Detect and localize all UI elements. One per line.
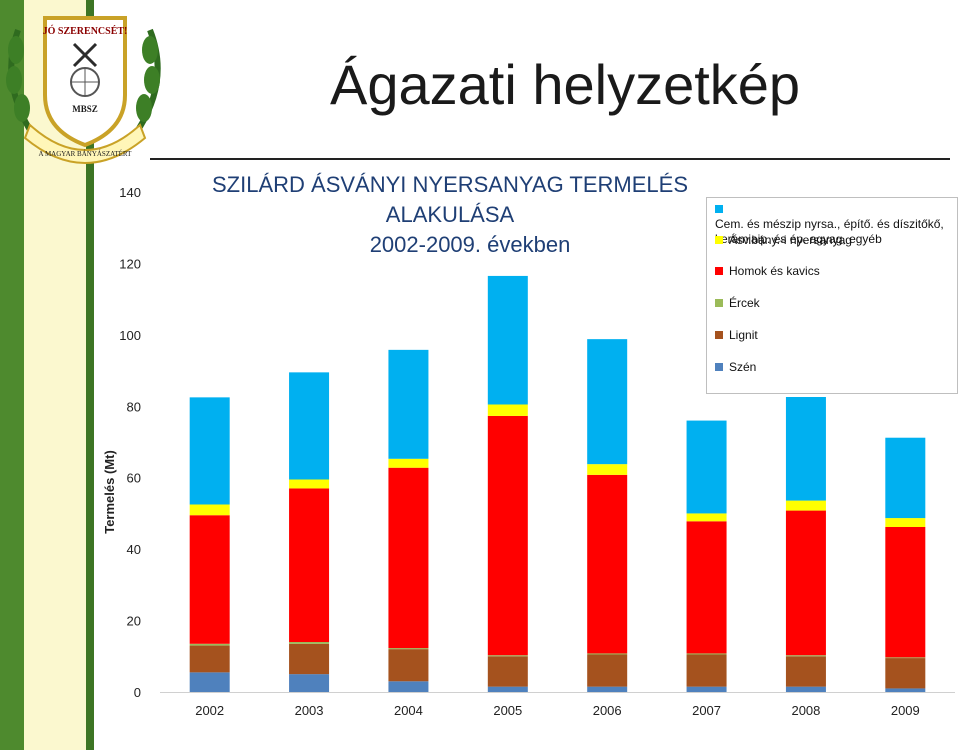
- bar-segment: [189, 397, 230, 505]
- legend-item-homok: Homok és kavics: [715, 264, 955, 279]
- legend-swatch-asv: [715, 235, 723, 244]
- bar-segment: [388, 467, 429, 649]
- legend-label-homok: Homok és kavics: [729, 264, 820, 278]
- legend-swatch-ercek: [715, 298, 723, 307]
- bar-segment: [587, 686, 628, 692]
- y-tick-label: 100: [119, 328, 141, 343]
- bar-segment: [587, 654, 628, 687]
- bar-segment: [487, 686, 528, 692]
- bar-segment: [587, 653, 628, 655]
- bar-segment: [686, 686, 727, 692]
- y-axis-title: Termelés (Mt): [102, 450, 117, 534]
- bar-segment: [289, 642, 330, 644]
- logo-text-motto: JÓ SZERENCSÉT!: [43, 25, 128, 37]
- legend-swatch-homok: [715, 266, 723, 275]
- logo-text-abbr: MBSZ: [72, 104, 98, 114]
- bar-segment: [289, 479, 330, 489]
- bar-segment: [388, 681, 429, 692]
- bar-segment: [785, 397, 826, 501]
- bar-segment: [686, 653, 727, 655]
- bar-segment: [785, 686, 826, 692]
- legend-swatch-cement: [715, 204, 723, 213]
- y-tick-label: 80: [127, 399, 141, 414]
- chart-title: SZILÁRD ÁSVÁNYI NYERSANYAG TERMELÉS ALAK…: [212, 172, 688, 227]
- chart-subtitle: 2002-2009. években: [369, 232, 571, 257]
- legend-swatch-lignit: [715, 330, 723, 339]
- legend-label-cement: Cem. és mészip nyrsa., építő. és díszitő…: [715, 217, 944, 246]
- y-tick-label: 60: [127, 471, 141, 486]
- bar-segment: [686, 513, 727, 522]
- y-tick-label: 40: [127, 542, 141, 557]
- bar-segment: [487, 655, 528, 657]
- bar-segment: [587, 464, 628, 475]
- legend-label-szen: Szén: [729, 360, 757, 374]
- legend-label-lignit: Lignit: [729, 328, 758, 342]
- hammer-pick-icon: [72, 42, 98, 68]
- bar-segment: [885, 527, 926, 658]
- bar-segment: [885, 437, 926, 519]
- bar-segment: [487, 656, 528, 687]
- legend-label-ercek: Ércek: [729, 296, 760, 310]
- legend-item-lignit: Lignit: [715, 328, 955, 343]
- y-tick-label: 20: [127, 614, 141, 629]
- bar-segment: [587, 474, 628, 654]
- y-tick-label: 140: [119, 185, 141, 200]
- bar-segment: [785, 655, 826, 657]
- x-tick-label: 2003: [295, 703, 324, 718]
- bar-segment: [388, 458, 429, 468]
- bar-segment: [885, 657, 926, 659]
- chart-title-block: SZILÁRD ÁSVÁNYI NYERSANYAG TERMELÉS ALAK…: [150, 170, 750, 260]
- bar-segment: [686, 521, 727, 654]
- bar-segment: [885, 688, 926, 692]
- x-tick-label: 2005: [493, 703, 522, 718]
- x-tick-label: 2009: [891, 703, 920, 718]
- bar-segment: [686, 654, 727, 687]
- bar-segment: [487, 404, 528, 416]
- legend-swatch-szen: [715, 362, 723, 371]
- bar-segment: [289, 372, 330, 480]
- legend-item-asv: Ásv.bány.-i nyersanyag: [715, 233, 955, 248]
- slide-title: Ágazati helyzetkép: [330, 53, 801, 116]
- bar-segment: [785, 656, 826, 687]
- bar-segment: [189, 645, 230, 673]
- bar-segment: [388, 649, 429, 682]
- bar-segment: [686, 420, 727, 514]
- bar-segment: [189, 504, 230, 516]
- chart-legend: Cem. és mészip nyrsa., építő. és díszitő…: [706, 197, 958, 394]
- bar-segment: [289, 674, 330, 692]
- bar-segment: [487, 415, 528, 656]
- legend-item-ercek: Ércek: [715, 296, 955, 311]
- bar-segment: [785, 510, 826, 656]
- bar-segment: [289, 488, 330, 642]
- title-underline: [150, 158, 950, 160]
- bar-segment: [587, 339, 628, 465]
- left-dark-stripe: [86, 0, 94, 750]
- bar-segment: [885, 518, 926, 527]
- bar-segment: [388, 349, 429, 459]
- y-tick-label: 0: [134, 685, 141, 700]
- laurel-wreath-icon: [6, 28, 161, 132]
- x-tick-label: 2007: [692, 703, 721, 718]
- bar-segment: [388, 648, 429, 650]
- legend-item-szen: Szén: [715, 360, 955, 375]
- x-tick-label: 2006: [593, 703, 622, 718]
- bar-segment: [189, 643, 230, 646]
- bar-segment: [289, 643, 330, 675]
- left-green-band: [0, 0, 24, 750]
- bar-segment: [189, 672, 230, 692]
- x-tick-label: 2004: [394, 703, 423, 718]
- bar-segment: [487, 275, 528, 405]
- y-tick-label: 120: [119, 256, 141, 271]
- bar-segment: [785, 500, 826, 511]
- x-tick-label: 2002: [195, 703, 224, 718]
- bar-segment: [885, 658, 926, 689]
- logo-text-ribbon: A MAGYAR BÁNYÁSZATÉRT: [39, 150, 133, 158]
- bar-segment: [189, 515, 230, 644]
- mbsz-emblem-logo: JÓ SZERENCSÉT! MBSZ A MAGYAR BÁNYÁSZATÉR…: [6, 16, 161, 164]
- legend-label-asv: Ásv.bány.-i nyersanyag: [729, 233, 852, 247]
- legend-item-cement: Cem. és mészip nyrsa., építő. és díszitő…: [715, 202, 955, 247]
- x-tick-label: 2008: [791, 703, 820, 718]
